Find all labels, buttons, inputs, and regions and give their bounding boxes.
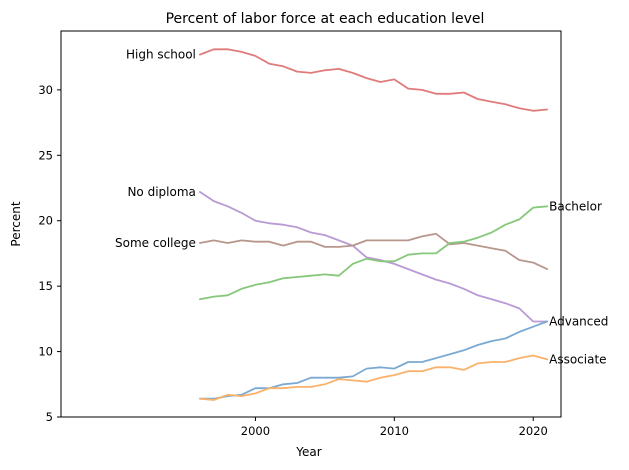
chart-title: Percent of labor force at each education… xyxy=(166,11,485,27)
series-label-advanced: Advanced xyxy=(549,314,608,328)
series-labels: High school No diploma Some college Bachelo… xyxy=(115,48,608,367)
y-axis-label: Percent xyxy=(9,201,23,246)
x-tick-label: 2010 xyxy=(380,424,409,438)
series-label-some-college: Some college xyxy=(115,236,196,250)
series-label-bachelor: Bachelor xyxy=(549,199,602,213)
y-tick-label: 30 xyxy=(38,83,53,97)
y-tick-label: 20 xyxy=(38,214,53,228)
plot-frame xyxy=(60,30,562,418)
x-tick-label: 2020 xyxy=(519,424,548,438)
series-label-no-diploma: No diploma xyxy=(127,185,195,199)
x-axis-label: Year xyxy=(295,445,321,459)
y-tick-label: 5 xyxy=(46,410,53,424)
x-tick-label: 2000 xyxy=(241,424,270,438)
x-axis-ticks: 2000 2010 2020 xyxy=(241,417,548,438)
y-tick-label: 25 xyxy=(38,148,53,162)
series-label-high-school: High school xyxy=(126,48,196,62)
series-layer xyxy=(198,48,548,401)
y-tick-label: 10 xyxy=(38,345,53,359)
y-tick-label: 15 xyxy=(38,279,53,293)
series-line-some-college xyxy=(198,232,548,271)
series-line-advanced xyxy=(198,320,548,400)
series-line-no-diploma xyxy=(198,190,548,323)
series-line-high-school xyxy=(198,48,548,112)
series-line-associate xyxy=(198,354,548,401)
series-label-associate: Associate xyxy=(549,352,606,366)
y-axis-ticks: 5 10 15 20 25 30 xyxy=(38,83,61,424)
series-line-bachelor xyxy=(198,205,548,301)
